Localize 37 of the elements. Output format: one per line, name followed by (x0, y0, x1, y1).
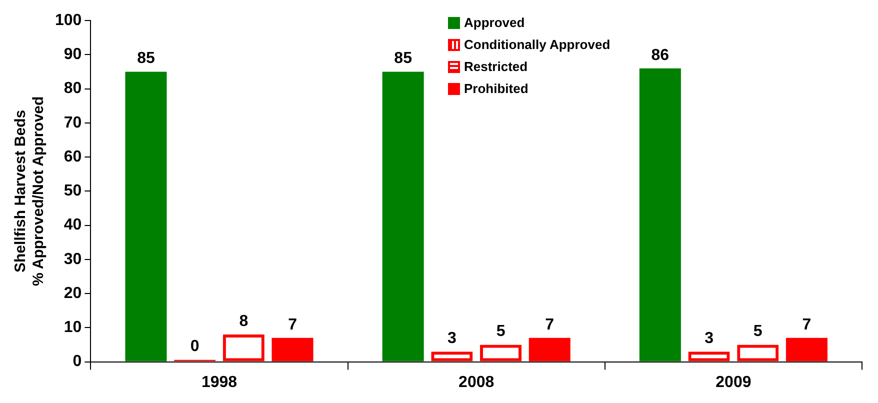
legend-label: Approved (464, 14, 525, 32)
data-label: 7 (802, 316, 812, 334)
y-tick-label: 0 (72, 353, 82, 370)
bar (786, 338, 828, 362)
y-tick-label: 30 (64, 250, 82, 268)
y-tick-label: 70 (64, 114, 82, 132)
x-tick-label: 2009 (716, 374, 752, 391)
y-tick-label: 10 (64, 319, 82, 336)
data-label: 5 (496, 323, 506, 340)
data-label: 86 (651, 46, 670, 64)
legend-label: Prohibited (464, 80, 528, 98)
legend-label: Restricted (464, 58, 528, 76)
y-tick-label: 80 (64, 80, 82, 98)
bar (272, 338, 314, 362)
bar (528, 338, 570, 362)
data-label: 8 (239, 312, 248, 330)
x-tick-label: 2008 (458, 374, 494, 391)
y-tick-label: 50 (64, 182, 82, 200)
bar (382, 72, 424, 362)
y-tick-label: 90 (64, 46, 82, 64)
data-label: 5 (753, 323, 762, 340)
data-label: 85 (137, 50, 155, 68)
bar (639, 68, 681, 362)
data-label: 85 (394, 50, 412, 68)
data-label: 3 (447, 330, 456, 347)
legend-label: Conditionally Approved (464, 36, 610, 54)
x-tick-label: 1998 (201, 374, 238, 391)
y-tick-label: 40 (64, 216, 82, 234)
data-label: 0 (190, 338, 200, 356)
bar (125, 72, 167, 362)
y-tick-label: 100 (54, 12, 82, 30)
y-tick-label: 60 (64, 148, 82, 166)
y-axis-title: Shellfish Harvest Beds % Approved/Not Approved (12, 96, 48, 286)
data-label: 3 (704, 330, 714, 347)
data-label: 7 (545, 316, 554, 334)
y-tick-label: 20 (64, 284, 82, 302)
data-label: 7 (288, 316, 298, 334)
